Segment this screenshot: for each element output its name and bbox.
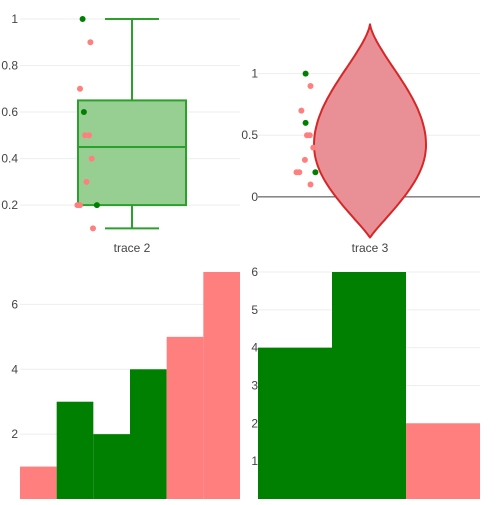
panel-histogram-right: 1 2 3 4 5 6 <box>251 265 480 499</box>
y-tick-label: 6 <box>11 297 18 311</box>
box-data-point <box>83 178 90 185</box>
box-data-point <box>93 202 100 209</box>
y-tick-label: 1 <box>11 12 18 26</box>
hist-right-bar <box>406 423 480 499</box>
panel-box: 0.2 0.4 0.6 0.8 1 trace 2 <box>1 12 240 255</box>
box-data-point <box>88 155 95 162</box>
y-tick-label: 1 <box>251 454 258 468</box>
box-data-point <box>87 39 94 46</box>
y-tick-label: 1 <box>251 67 258 81</box>
hist-right-bars <box>258 272 480 499</box>
hist-left-y-tick-labels: 2 4 6 <box>11 297 18 441</box>
y-tick-label: 0.4 <box>1 152 18 166</box>
y-tick-label: 0.6 <box>1 105 18 119</box>
violin-shape <box>313 23 427 239</box>
y-tick-label: 0.2 <box>1 198 18 212</box>
violin-data-point <box>312 169 319 176</box>
y-tick-label: 2 <box>11 427 18 441</box>
hist-right-bar <box>332 272 406 499</box>
y-tick-label: 6 <box>251 265 258 279</box>
violin-category-label: trace 3 <box>352 241 389 255</box>
hist-left-bar <box>203 272 240 499</box>
violin-data-point <box>302 119 309 126</box>
violin-data-point <box>298 107 305 114</box>
y-tick-label: 4 <box>251 341 258 355</box>
y-tick-label: 0 <box>251 190 258 204</box>
box-data-point <box>77 202 83 209</box>
violin-plot-marks <box>293 23 427 239</box>
hist-left-bar <box>93 434 130 499</box>
hist-left-bar <box>166 336 204 499</box>
y-tick-label: 0.5 <box>241 128 258 142</box>
box-category-label: trace 2 <box>114 241 151 255</box>
box-iqr-rect <box>77 99 187 207</box>
box-data-point <box>77 85 83 92</box>
hist-left-bar <box>130 369 167 499</box>
box-data-point <box>86 132 93 139</box>
violin-data-point <box>307 181 314 188</box>
violin-y-tick-labels: 00.51 <box>241 67 258 204</box>
y-tick-label: 3 <box>251 379 258 393</box>
box-data-point <box>79 15 86 22</box>
hist-left-bar <box>20 466 57 499</box>
y-tick-label: 5 <box>251 303 258 317</box>
box-data-point <box>90 225 96 232</box>
hist-right-y-tick-labels: 1 2 3 4 5 6 <box>251 265 258 468</box>
hist-left-bar <box>56 401 94 499</box>
hist-right-bar <box>258 347 332 499</box>
box-plot-marks <box>74 15 187 232</box>
violin-data-point <box>302 70 309 77</box>
y-tick-label: 0.8 <box>1 59 18 73</box>
box-data-point <box>80 109 87 116</box>
violin-data-point <box>307 82 314 89</box>
violin-data-point <box>306 132 313 139</box>
panel-violin: 00.51 trace 3 <box>241 23 480 255</box>
violin-data-point <box>296 169 303 176</box>
violin-data-point <box>301 156 308 163</box>
y-tick-label: 4 <box>11 362 18 376</box>
box-y-tick-labels: 0.2 0.4 0.6 0.8 1 <box>1 12 18 212</box>
violin-data-point <box>310 144 317 151</box>
panel-histogram-left: 2 4 6 <box>11 272 240 499</box>
hist-left-bars <box>20 272 240 499</box>
y-tick-label: 2 <box>251 416 258 430</box>
